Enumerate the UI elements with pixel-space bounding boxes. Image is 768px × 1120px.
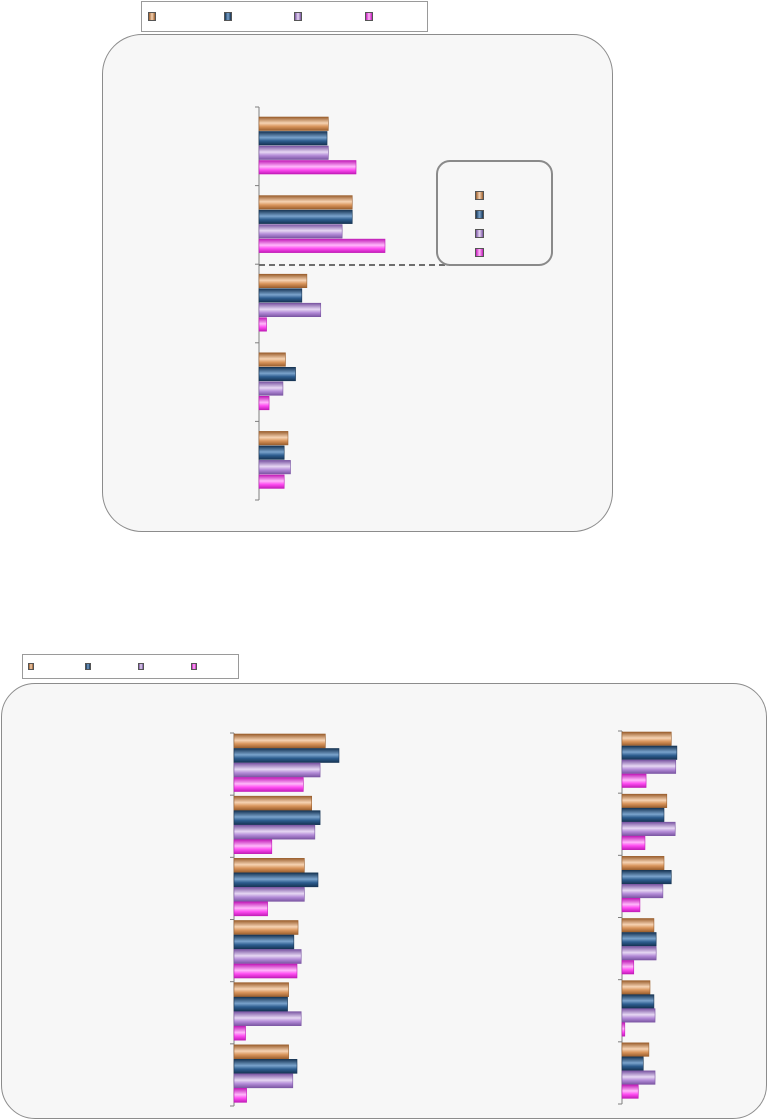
bottom-left-chart-bar-s2-c3 bbox=[233, 872, 319, 888]
bottom-left-chart-bar-s3-c1 bbox=[233, 762, 321, 778]
top-legend-item-1 bbox=[148, 2, 156, 31]
bottom-right-chart-bar-s4-c5 bbox=[621, 1022, 626, 1037]
bottom-left-chart-bar-s4-c5 bbox=[233, 1025, 246, 1041]
top-chart-bar-s1-c2 bbox=[258, 195, 353, 210]
top-legend-item-4 bbox=[365, 2, 373, 31]
bottom-right-chart-bar-s4-c6 bbox=[621, 1084, 639, 1099]
bottom-legend-swatch-1 bbox=[28, 663, 34, 670]
top-chart-bar-s2-c2 bbox=[258, 209, 353, 224]
bottom-right-chart-bar-s4-c2 bbox=[621, 835, 646, 850]
bottom-legend-item-1 bbox=[28, 655, 34, 678]
top-chart-bar-s4-c3 bbox=[258, 317, 267, 332]
bottom-left-chart-bar-s1-c1 bbox=[233, 733, 326, 749]
top-chart-bar-s3-c5 bbox=[258, 460, 291, 475]
top-legend-swatch-3 bbox=[294, 12, 302, 21]
bottom-right-chart-bar-s1-c5 bbox=[621, 980, 651, 995]
bottom-legend-swatch-3 bbox=[138, 663, 144, 670]
bottom-right-chart-bar-s1-c3 bbox=[621, 856, 665, 871]
bottom-right-chart-bar-s2-c2 bbox=[621, 807, 665, 822]
top-chart-bar-s4-c2 bbox=[258, 238, 386, 253]
bottom-right-chart-bar-s4-c3 bbox=[621, 898, 641, 913]
top-chart-bar-s2-c1 bbox=[258, 131, 328, 146]
top-inset-legend bbox=[436, 160, 553, 266]
top-chart-bar-s2-c5 bbox=[258, 445, 285, 460]
bottom-left-chart-bar-s1-c3 bbox=[233, 858, 305, 873]
bottom-right-chart-bar-s1-c1 bbox=[621, 731, 672, 746]
bottom-left-chart-bar-s1-c4 bbox=[233, 920, 299, 935]
bottom-right-chart-bar-s3-c4 bbox=[621, 946, 657, 961]
top-chart-bar-s4-c5 bbox=[258, 474, 285, 489]
bottom-legend-swatch-2 bbox=[85, 663, 91, 670]
bottom-left-chart-bar-s2-c1 bbox=[233, 748, 340, 763]
bottom-left-chart-bar-s3-c6 bbox=[233, 1073, 294, 1089]
top-legend-swatch-2 bbox=[224, 12, 232, 21]
top-chart-bar-s1-c1 bbox=[258, 116, 329, 131]
bottom-left-chart-bar-s1-c6 bbox=[233, 1044, 289, 1060]
top-chart-bar-s3-c3 bbox=[258, 302, 322, 318]
bottom-left-chart-bar-s4-c1 bbox=[233, 777, 304, 792]
bottom-left-chart-bar-s4-c3 bbox=[233, 901, 268, 917]
inset-legend-swatch-2 bbox=[475, 210, 484, 219]
top-legend-swatch-1 bbox=[148, 12, 156, 21]
bottom-left-chart-bar-s4-c6 bbox=[233, 1088, 247, 1103]
inset-legend-swatch-3 bbox=[475, 229, 484, 238]
top-chart-bar-s3-c4 bbox=[258, 381, 284, 396]
bottom-left-chart-bar-s3-c2 bbox=[233, 824, 316, 840]
bottom-left-chart-bar-s4-c4 bbox=[233, 963, 298, 979]
top-chart-bar-s1-c3 bbox=[258, 273, 308, 289]
bottom-right-chart-bar-s2-c4 bbox=[621, 932, 657, 947]
bottom-legend-item-4 bbox=[191, 655, 197, 678]
bottom-left-chart-bar-s2-c6 bbox=[233, 1059, 298, 1074]
top-chart-panel bbox=[102, 34, 613, 532]
bottom-right-chart-bar-s2-c3 bbox=[621, 870, 672, 885]
bottom-left-chart-bar-s4-c2 bbox=[233, 839, 273, 854]
bottom-left-chart-bar-s3-c4 bbox=[233, 949, 302, 964]
top-chart-bar-s2-c4 bbox=[258, 366, 296, 382]
top-chart-bar-s4-c1 bbox=[258, 160, 357, 175]
bottom-right-chart-bar-s3-c5 bbox=[621, 1008, 656, 1023]
bottom-right-chart-bar-s3-c3 bbox=[621, 884, 664, 899]
bottom-left-chart-bar-s1-c2 bbox=[233, 795, 312, 811]
bottom-right-chart-bar-s3-c2 bbox=[621, 821, 676, 836]
bottom-right-chart-bar-s2-c5 bbox=[621, 994, 655, 1009]
bottom-legend-item-2 bbox=[85, 655, 91, 678]
inset-legend-swatch-4 bbox=[475, 248, 484, 257]
bottom-right-chart-bar-s3-c6 bbox=[621, 1070, 656, 1085]
bottom-right-chart-bar-s4-c1 bbox=[621, 773, 647, 788]
top-legend-swatch-4 bbox=[365, 12, 373, 21]
bottom-right-chart-bar-s2-c1 bbox=[621, 745, 678, 760]
bottom-legend bbox=[22, 654, 239, 679]
top-legend bbox=[141, 1, 428, 32]
top-chart-bar-s2-c3 bbox=[258, 288, 303, 303]
top-chart-bar-s1-c4 bbox=[258, 352, 286, 367]
top-legend-item-3 bbox=[294, 2, 302, 31]
top-chart-svg bbox=[255, 106, 458, 501]
bottom-right-chart-bar-s1-c2 bbox=[621, 793, 668, 808]
top-chart-bar-s3-c2 bbox=[258, 224, 343, 239]
bottom-legend-swatch-4 bbox=[191, 663, 197, 670]
bottom-right-chart-bar-s4-c4 bbox=[621, 960, 635, 975]
bottom-right-chart-bar-s1-c6 bbox=[621, 1042, 650, 1057]
bottom-right-chart-bar-s3-c1 bbox=[621, 759, 677, 774]
top-chart-bar-s4-c4 bbox=[258, 395, 270, 411]
bottom-right-chart-bar-s1-c4 bbox=[621, 918, 655, 933]
bottom-left-chart-bar-s3-c5 bbox=[233, 1011, 302, 1026]
bottom-left-chart-bar-s2-c5 bbox=[233, 996, 288, 1012]
bottom-left-chart-bar-s2-c4 bbox=[233, 934, 295, 950]
top-chart-bar-s3-c1 bbox=[258, 145, 329, 160]
inset-legend-swatch-1 bbox=[475, 191, 484, 200]
bottom-left-chart-bar-s1-c5 bbox=[233, 982, 289, 997]
bottom-left-chart-bar-s3-c3 bbox=[233, 887, 305, 902]
top-chart-bar-s1-c5 bbox=[258, 431, 289, 446]
top-legend-item-2 bbox=[224, 2, 232, 31]
bottom-legend-item-3 bbox=[138, 655, 144, 678]
bottom-left-chart-bar-s2-c2 bbox=[233, 810, 321, 825]
bottom-right-chart-bar-s2-c6 bbox=[621, 1056, 644, 1071]
